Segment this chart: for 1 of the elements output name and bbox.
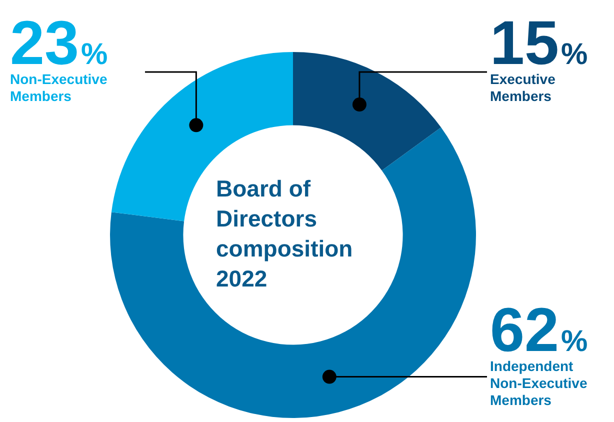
text: Board of Directors composition 2022 (216, 175, 353, 292)
